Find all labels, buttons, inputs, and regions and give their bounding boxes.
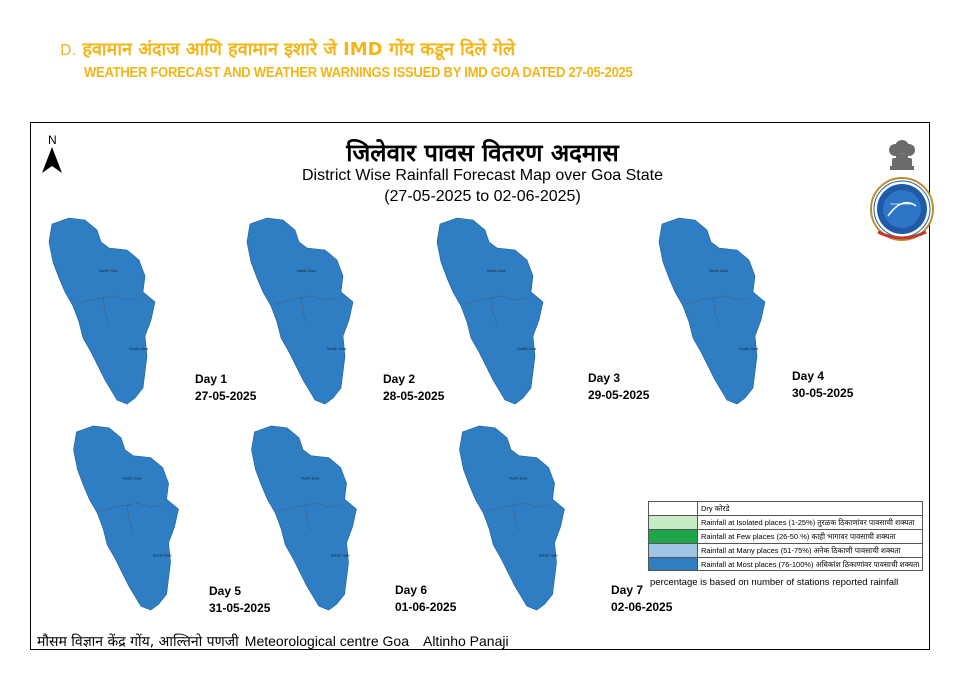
day-label-6: Day 6 01-06-2025 (395, 582, 456, 616)
day-name: Day 3 (588, 371, 621, 385)
map-title-english: District Wise Rainfall Forecast Map over… (301, 167, 663, 184)
south-goa-label: South Goa (539, 553, 559, 558)
day-name: Day 1 (195, 372, 228, 386)
south-goa-label: South Goa (739, 346, 759, 351)
day-name: Day 2 (383, 372, 416, 386)
legend-note: percentage is based on number of station… (650, 577, 899, 588)
legend-row: Rainfall at Isolated places (1-25%) तुरळ… (648, 515, 923, 529)
map-footer: मौसम विज्ञान केंद्र गोंय, आल्तिनो पणजी Me… (37, 632, 509, 651)
section-header: D. हवामान अंदाज आणि हवामान इशारे जे IMD ग… (60, 38, 693, 84)
header-marathi-text: हवामान अंदाज आणि हवामान इशारे जे IMD गों… (82, 39, 516, 60)
national-emblem-icon (889, 140, 915, 170)
south-goa-label: South Goa (129, 346, 149, 351)
section-letter: D. (60, 41, 77, 59)
day-name: Day 4 (792, 369, 825, 383)
north-goa-label: North Goa (99, 268, 118, 273)
day-name: Day 7 (611, 583, 644, 597)
legend-label: Rainfall at Isolated places (1-25%) तुरळ… (701, 518, 915, 527)
north-goa-label: North Goa (297, 268, 316, 273)
footer-place: Altinho Panaji (422, 633, 509, 649)
day-date: 31-05-2025 (209, 601, 271, 615)
legend-row: Rainfall at Few places (26-50 %) काही भा… (648, 529, 923, 543)
map-day-7: North Goa South Goa (459, 425, 565, 611)
north-label: N (48, 133, 57, 147)
day-date: 01-06-2025 (395, 600, 457, 614)
day-name: Day 6 (395, 583, 428, 597)
legend-swatch (649, 502, 698, 515)
south-goa-label: South Goa (327, 346, 347, 351)
north-goa-label: North Goa (301, 475, 320, 480)
north-arrow-icon (42, 147, 62, 173)
south-goa-label: South Goa (331, 553, 351, 558)
day-date: 27-05-2025 (195, 389, 257, 403)
legend-label: Rainfall at Few places (26-50 %) काही भा… (701, 532, 896, 541)
day-name: Day 5 (209, 584, 242, 598)
legend-label: Rainfall at Most places (76-100%) अधिकां… (701, 560, 920, 569)
day-label-1: Day 1 27-05-2025 (195, 371, 256, 405)
day-date: 28-05-2025 (383, 389, 445, 403)
footer-centre-name: Meteorological centre Goa (244, 633, 409, 649)
header-marathi-line: D. हवामान अंदाज आणि हवामान इशारे जे IMD ग… (60, 38, 693, 62)
legend-swatch (649, 516, 698, 529)
day-label-7: Day 7 02-06-2025 (611, 582, 672, 616)
north-goa-label: North Goa (123, 475, 142, 480)
map-day-4: North Goa South Goa (658, 217, 766, 405)
day-label-2: Day 2 28-05-2025 (383, 371, 444, 405)
north-goa-label: North Goa (509, 475, 528, 480)
day-date: 30-05-2025 (792, 386, 854, 400)
day-date: 29-05-2025 (588, 388, 650, 402)
north-goa-label: North Goa (487, 268, 506, 273)
map-title-marathi: जिलेवार पावस वितरण अदमास (346, 139, 619, 167)
map-day-6: North Goa South Goa (251, 425, 357, 611)
map-day-2: North Goa South Goa (246, 217, 354, 405)
legend-row: Dry कोरडे (648, 501, 923, 515)
north-arrow: N (38, 133, 68, 177)
south-goa-label: South Goa (517, 346, 537, 351)
map-day-5: North Goa South Goa (73, 425, 179, 611)
day-label-5: Day 5 31-05-2025 (209, 583, 270, 617)
south-goa-label: South Goa (153, 553, 173, 558)
day-label-4: Day 4 30-05-2025 (792, 368, 853, 402)
legend-swatch (649, 530, 698, 543)
day-date: 02-06-2025 (611, 600, 673, 614)
legend-swatch (649, 544, 698, 557)
footer-marathi: मौसम विज्ञान केंद्र गोंय, आल्तिनो पणजी (37, 634, 239, 650)
header-english-text: WEATHER FORECAST AND WEATHER WARNINGS IS… (84, 65, 633, 81)
map-date-range: (27-05-2025 to 02-06-2025) (384, 188, 581, 205)
rainfall-legend: Dry कोरडे Rainfall at Isolated places (1-… (648, 501, 923, 571)
legend-swatch (649, 558, 698, 570)
day-label-3: Day 3 29-05-2025 (588, 370, 649, 404)
imd-emblem-logo (870, 140, 934, 241)
map-day-1: North Goa South Goa (48, 217, 156, 405)
legend-row: Rainfall at Most places (76-100%) अधिकां… (648, 557, 923, 571)
legend-row: Rainfall at Many places (51-75%) अनेक ठि… (648, 543, 923, 557)
legend-label: Rainfall at Many places (51-75%) अनेक ठि… (701, 546, 901, 555)
legend-label: Dry कोरडे (701, 504, 730, 513)
map-frame (30, 122, 930, 650)
map-day-3: North Goa South Goa (436, 217, 544, 405)
imd-seal-icon (870, 177, 934, 241)
north-goa-label: North Goa (709, 268, 728, 273)
